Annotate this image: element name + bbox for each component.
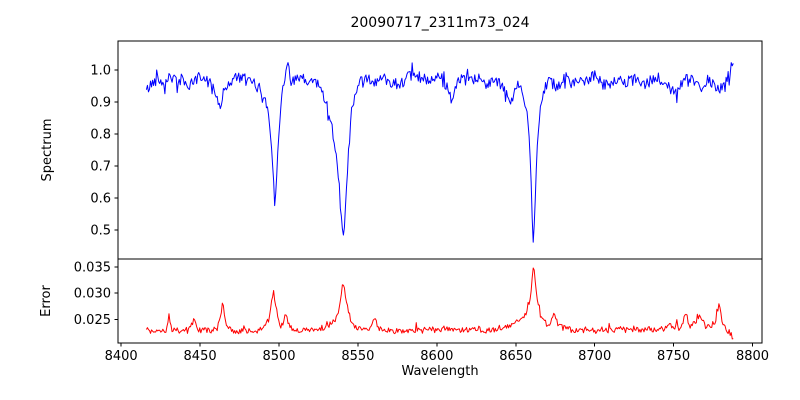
error-y-tick-label: 0.030: [74, 287, 111, 302]
spectrum-y-tick-label: 0.6: [90, 191, 111, 206]
x-axis-label: Wavelength: [401, 364, 479, 379]
spectrum-y-tick-label: 0.9: [90, 96, 111, 111]
x-tick-label: 8550: [341, 349, 374, 364]
error-line: [145, 267, 734, 340]
x-tick-label: 8800: [736, 349, 769, 364]
spectrum-y-axis-label: Spectrum: [40, 118, 55, 182]
spectrum-line: [145, 62, 734, 243]
x-tick-label: 8650: [499, 349, 532, 364]
x-tick-label: 8750: [657, 349, 690, 364]
x-tick-label: 8700: [578, 349, 611, 364]
spectrum-y-tick-label: 0.8: [90, 128, 111, 143]
x-tick-label: 8450: [184, 349, 217, 364]
spectrum-panel-frame: [117, 40, 763, 260]
x-tick-label: 8400: [105, 349, 138, 364]
error-panel-frame: [117, 258, 763, 344]
error-y-tick-label: 0.035: [74, 260, 111, 275]
error-y-tick-label: 0.025: [74, 313, 111, 328]
spectrum-y-tick-label: 0.7: [90, 159, 111, 174]
x-tick-label: 8500: [262, 349, 295, 364]
spectrum-y-tick-label: 1.0: [90, 64, 111, 79]
error-y-axis-label: Error: [39, 285, 54, 317]
x-tick-label: 8600: [420, 349, 453, 364]
spectrum-y-tick-label: 0.5: [90, 223, 111, 238]
chart-title: 20090717_2311m73_024: [350, 15, 530, 31]
